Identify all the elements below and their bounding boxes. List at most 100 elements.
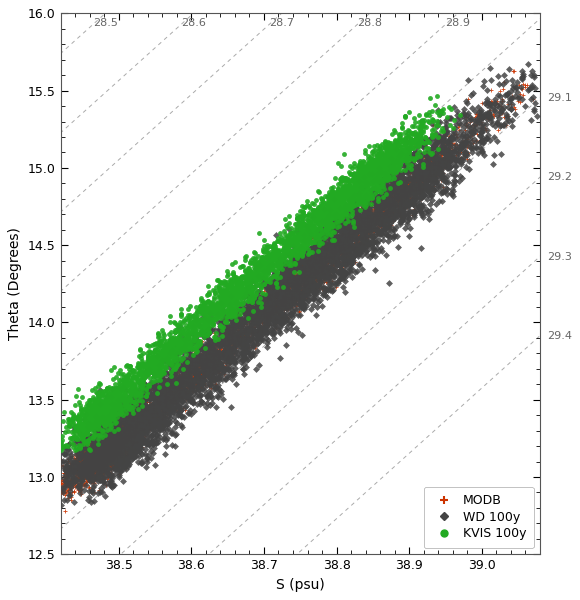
Point [93,399,102,409]
Point [331,241,340,250]
Point [82,436,91,446]
Point [94,460,103,470]
Point [119,423,128,433]
Point [425,184,434,194]
Point [251,257,260,266]
Point [85,445,95,454]
Point [172,386,182,395]
Point [418,184,427,193]
Point [173,409,182,419]
Point [218,352,227,362]
Point [448,179,457,188]
Point [360,208,369,217]
Point [106,426,115,436]
Point [400,184,409,194]
Point [89,431,99,441]
Point [172,391,182,401]
Point [316,254,325,263]
Point [273,273,282,283]
Point [191,363,200,373]
Point [76,437,85,447]
Point [293,284,302,294]
Point [213,317,222,327]
Point [135,368,144,377]
Point [271,278,280,287]
Point [241,325,250,334]
Point [130,420,140,430]
Point [437,187,447,197]
Point [209,349,218,359]
Point [213,392,223,402]
Point [95,413,104,423]
Point [369,157,378,166]
Point [210,286,219,296]
Point [123,435,132,445]
Point [183,304,192,314]
Point [118,392,127,402]
Point [127,413,136,423]
Point [307,247,317,257]
Point [276,291,285,301]
Point [469,128,478,138]
Point [119,426,128,436]
Point [74,431,84,440]
Point [347,208,357,217]
Point [96,459,105,469]
Point [233,334,242,344]
Point [251,254,260,263]
Point [93,442,102,452]
Point [209,367,219,377]
Point [210,362,219,372]
Point [105,406,114,416]
Point [199,322,208,331]
Point [273,251,282,260]
Point [407,142,416,152]
Point [338,223,347,233]
Point [182,388,191,398]
Point [93,405,103,415]
Point [177,324,186,334]
Point [70,433,79,443]
Point [269,242,278,251]
Point [383,161,393,170]
Point [281,293,290,302]
Point [115,420,124,430]
Point [158,425,168,434]
Point [318,212,328,221]
Point [114,431,123,440]
Point [398,180,408,190]
Point [317,236,326,245]
Point [175,347,184,357]
Point [242,312,251,322]
Point [259,304,269,313]
Point [368,179,377,188]
Point [111,439,121,448]
Point [171,373,180,382]
Point [234,332,244,342]
Point [90,449,100,458]
Point [400,196,409,205]
Point [106,476,115,485]
Point [288,298,297,307]
Point [250,320,259,329]
Point [116,408,125,418]
Point [387,192,396,202]
Point [400,197,409,206]
Point [161,355,170,364]
Point [413,182,422,191]
Point [281,244,291,253]
Point [106,434,115,443]
Point [357,212,366,222]
Point [376,158,385,167]
Point [310,263,320,273]
Point [451,161,460,171]
Point [343,216,353,226]
Point [282,297,292,307]
Point [322,262,332,272]
Point [86,450,96,460]
Point [330,197,339,206]
Point [111,421,121,430]
Point [172,383,181,393]
Point [107,438,117,448]
Point [408,182,417,191]
